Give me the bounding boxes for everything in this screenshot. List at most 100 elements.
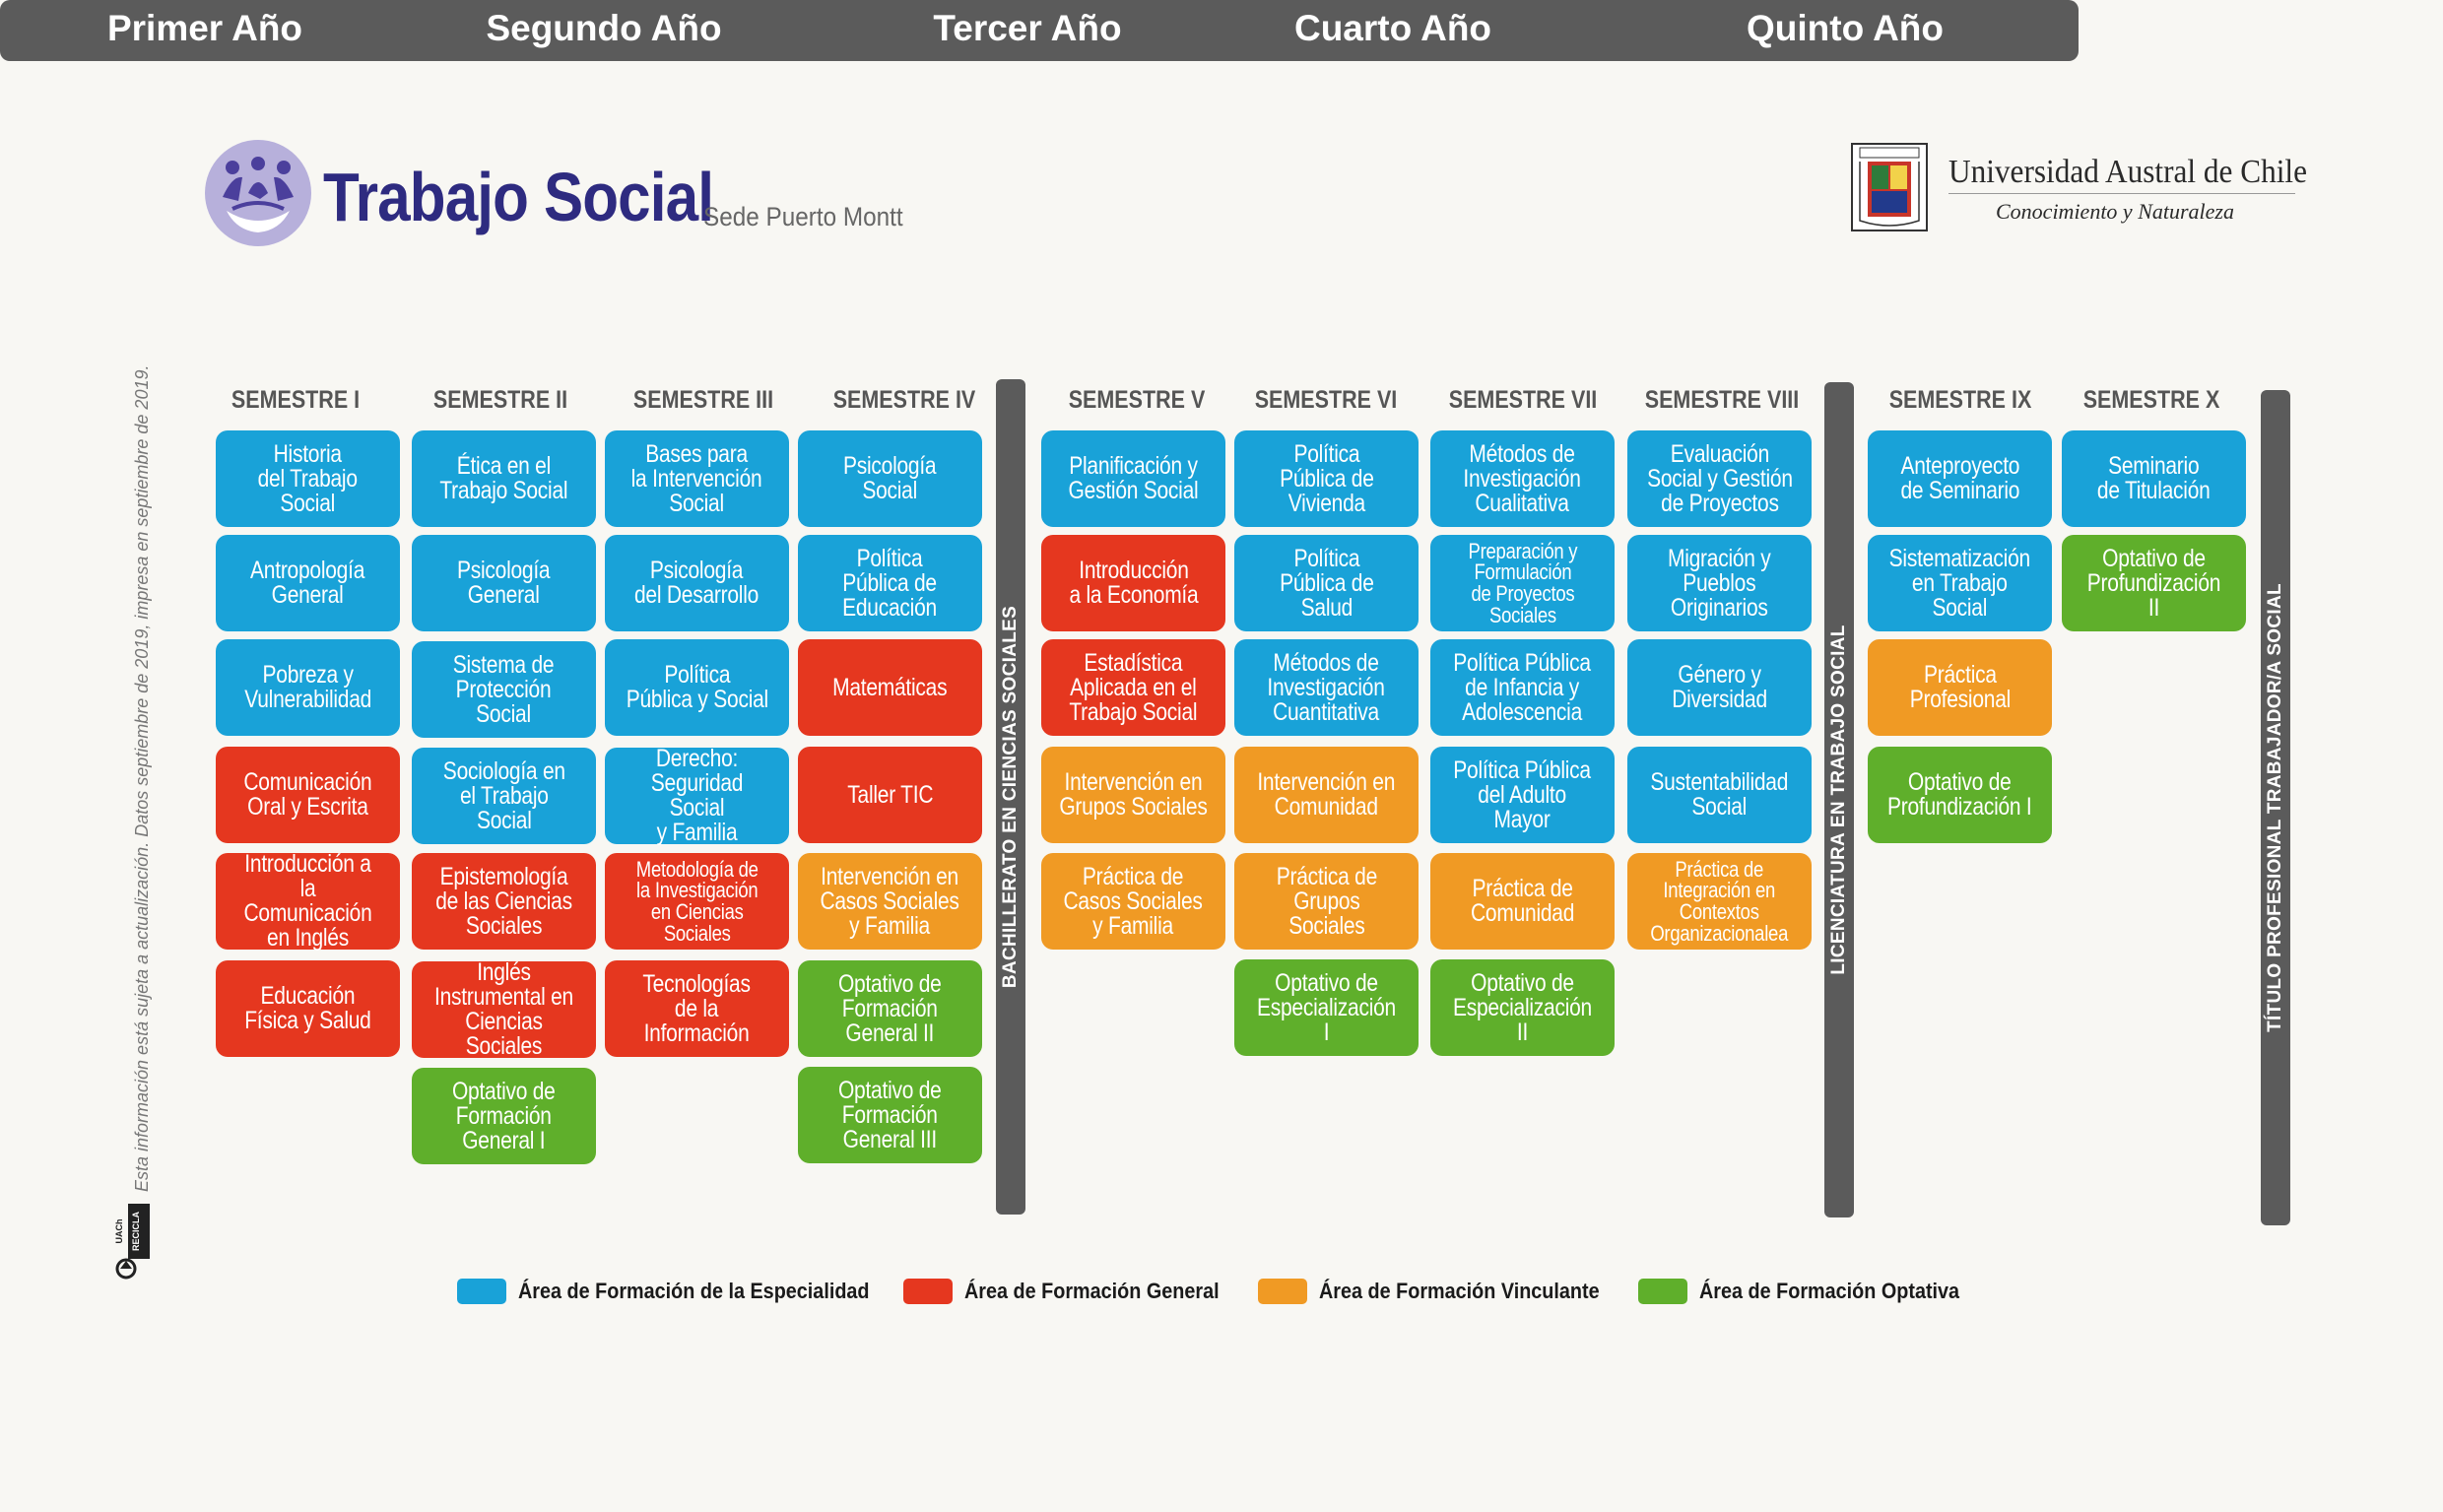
semester-label: SEMESTRE VII — [1448, 386, 1598, 414]
legend-item: Área de Formación de la Especialidad — [457, 1278, 908, 1305]
course-box: Intervención en Casos Sociales y Familia — [798, 853, 982, 950]
legend-label: Área de Formación Optativa — [1699, 1279, 1960, 1303]
app-title: Trabajo Social — [323, 159, 714, 235]
course-name: Inglés Instrumental en Ciencias Sociales — [434, 958, 573, 1060]
course-box: Optativo de Especialización I — [1234, 959, 1419, 1056]
semester-label: SEMESTRE VI — [1254, 386, 1398, 414]
legend-swatch — [1638, 1279, 1687, 1304]
semester-label: SEMESTRE IX — [1888, 386, 2032, 414]
course-name: Optativo de Formación General I — [452, 1077, 556, 1154]
course-box: Política Pública de Salud — [1234, 535, 1419, 631]
course-box: Optativo de Formación General II — [798, 960, 982, 1057]
course-box: Sociología en el Trabajo Social — [412, 748, 596, 844]
course-box: Derecho: Seguridad Social y Familia — [605, 747, 789, 845]
semester-label: SEMESTRE VIII — [1644, 386, 1800, 414]
course-box: Política Pública y Social — [605, 639, 789, 736]
degree-label: LICENCIATURA EN TRABAJO SOCIAL — [1828, 625, 1849, 975]
legend-item: Área de Formación General — [903, 1278, 1247, 1305]
year-label: Quinto Año — [1746, 8, 1945, 48]
course-box: Sistematización en Trabajo Social — [1868, 535, 2052, 631]
course-name: Metodología de la Investigación en Cienc… — [635, 856, 759, 946]
course-name: Estadística Aplicada en el Trabajo Socia… — [1069, 648, 1198, 726]
course-name: Género y Diversidad — [1672, 661, 1767, 713]
course-name: Antropología General — [250, 557, 365, 609]
degree-label: TÍTULO PROFESIONAL TRABAJADOR/A SOCIAL — [2265, 583, 2285, 1032]
course-name: Política Pública del Adulto Mayor — [1453, 756, 1592, 833]
course-box: Optativo de Profundización II — [2062, 535, 2246, 631]
course-box: Taller TIC — [798, 747, 982, 843]
semester-label: SEMESTRE I — [231, 386, 361, 414]
course-name: Preparación y Formulación de Proyectos S… — [1468, 538, 1577, 627]
course-name: Optativo de Especialización I — [1257, 968, 1396, 1046]
course-name: Práctica de Comunidad — [1470, 875, 1575, 927]
course-name: Optativo de Formación General II — [838, 969, 942, 1047]
course-box: Optativo de Formación General III — [798, 1067, 982, 1163]
course-box: Preparación y Formulación de Proyectos S… — [1430, 535, 1615, 631]
year-header-bar: Primer Año Segundo Año Tercer Año Cuarto Añ… — [0, 0, 2079, 61]
course-name: Práctica Profesional — [1909, 661, 2011, 713]
university-crest-icon — [1851, 143, 1928, 231]
year-label: Primer Año — [106, 8, 303, 48]
course-box: Psicología Social — [798, 430, 982, 527]
people-handshake-icon — [205, 140, 311, 246]
course-name: Intervención en Casos Sociales y Familia — [820, 862, 960, 940]
course-box: Optativo de Formación General I — [412, 1068, 596, 1164]
course-name: Intervención en Grupos Sociales — [1059, 768, 1208, 821]
course-name: Política Pública y Social — [626, 661, 768, 713]
course-box: Metodología de la Investigación en Cienc… — [605, 853, 789, 950]
degree-label: BACHILLERATO EN CIENCIAS SOCIALES — [1000, 605, 1021, 989]
course-box: Práctica Profesional — [1868, 639, 2052, 736]
university-divider — [1948, 193, 2295, 194]
legend-swatch — [1258, 1279, 1307, 1304]
recycle-logo-icon: RECICLA UACh — [114, 1204, 150, 1280]
course-name: Evaluación Social y Gestión de Proyectos — [1646, 439, 1793, 517]
course-name: Sistematización en Trabajo Social — [1888, 544, 2031, 622]
course-box: Métodos de Investigación Cuantitativa — [1234, 639, 1419, 736]
course-box: Introducción a la Economía — [1041, 535, 1225, 631]
campus-subtitle: Sede Puerto Montt — [703, 202, 903, 231]
course-name: Pobreza y Vulnerabilidad — [244, 661, 371, 713]
course-name: Introducción a la Comunicación en Inglés — [243, 850, 372, 952]
course-box: Sistema de Protección Social — [412, 641, 596, 738]
course-box: Antropología General — [216, 535, 400, 631]
course-name: Optativo de Formación General III — [838, 1076, 942, 1153]
course-name: Introducción a la Economía — [1069, 557, 1198, 609]
legend-label: Área de Formación de la Especialidad — [518, 1279, 870, 1303]
course-box: Bases para la Intervención Social — [605, 430, 789, 527]
course-box: Tecnologías de la Información — [605, 960, 789, 1057]
course-name: Seminario de Titulación — [2097, 452, 2211, 504]
course-name: Optativo de Profundización II — [2086, 544, 2221, 622]
course-name: Política Pública de Infancia y Adolescen… — [1453, 648, 1592, 726]
course-name: Comunicación Oral y Escrita — [243, 768, 372, 821]
course-name: Anteproyecto de Seminario — [1900, 452, 2019, 504]
course-box: Matemáticas — [798, 639, 982, 736]
course-name: Práctica de Casos Sociales y Familia — [1063, 862, 1204, 940]
semester-label: SEMESTRE X — [2082, 386, 2220, 414]
course-name: Ética en el Trabajo Social — [439, 452, 568, 504]
year-label: Cuarto Año — [1293, 8, 1492, 48]
course-box: Optativo de Especialización II — [1430, 959, 1615, 1056]
course-name: Bases para la Intervención Social — [631, 439, 762, 517]
course-box: Inglés Instrumental en Ciencias Sociales — [412, 958, 596, 1060]
university-motto: Conocimiento y Naturaleza — [1996, 199, 2234, 224]
course-box: Política Pública del Adulto Mayor — [1430, 747, 1615, 843]
course-box: Estadística Aplicada en el Trabajo Socia… — [1041, 639, 1225, 736]
course-box: Historia del Trabajo Social — [216, 430, 400, 527]
course-name: Política Pública de Salud — [1279, 544, 1374, 622]
svg-text:UACh: UACh — [114, 1219, 124, 1244]
semester-label: SEMESTRE V — [1068, 386, 1206, 414]
year-label: Tercer Año — [933, 8, 1122, 48]
semester-label: SEMESTRE IV — [832, 386, 976, 414]
course-box: Intervención en Grupos Sociales — [1041, 747, 1225, 843]
course-name: Migración y Pueblos Originarios — [1668, 544, 1771, 622]
course-box: Política Pública de Educación — [798, 535, 982, 631]
year-label: Segundo Año — [486, 8, 722, 48]
university-name: Universidad Austral de Chile — [1948, 154, 2308, 190]
course-name: Tecnologías de la Información — [642, 969, 752, 1047]
course-name: Matemáticas — [832, 673, 948, 701]
course-box: Práctica de Integración en Contextos Org… — [1627, 853, 1812, 950]
course-name: Sustentabilidad Social — [1650, 768, 1789, 821]
course-name: Práctica de Integración en Contextos Org… — [1650, 856, 1789, 946]
course-name: Historia del Trabajo Social — [257, 439, 359, 517]
course-name: Métodos de Investigación Cuantitativa — [1267, 648, 1386, 726]
